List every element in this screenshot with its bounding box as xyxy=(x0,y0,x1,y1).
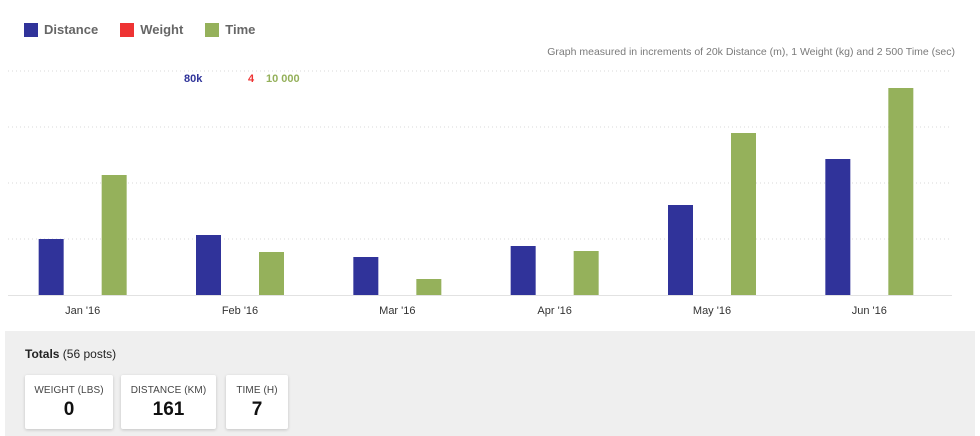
stat-value-distance: 161 xyxy=(152,399,185,420)
stat-card-time: TIME (H) 7 xyxy=(226,375,288,429)
scale-label-time: 10 000 xyxy=(266,73,300,85)
stat-label-distance: DISTANCE (KM) xyxy=(130,385,207,396)
legend-label-weight: Weight xyxy=(140,22,184,37)
chart-legend: Distance Weight Time xyxy=(24,22,277,37)
legend-swatch-time xyxy=(205,22,220,37)
bar-time-5[interactable] xyxy=(888,88,914,295)
bar-distance-4[interactable] xyxy=(668,205,693,295)
legend-label-time: Time xyxy=(225,22,256,37)
x-tick-label: May '16 xyxy=(693,305,731,317)
stat-card-distance: DISTANCE (KM) 161 xyxy=(121,375,216,429)
x-tick-label: Mar '16 xyxy=(379,305,415,317)
totals-heading: Totals (56 posts) xyxy=(25,347,116,361)
legend-item-distance[interactable]: Distance xyxy=(24,22,98,37)
legend-swatch-distance xyxy=(24,22,38,37)
x-tick-label: Apr '16 xyxy=(537,305,572,317)
legend-item-time[interactable]: Time xyxy=(205,22,255,37)
totals-panel: Totals (56 posts) WEIGHT (LBS) 0 DISTANC… xyxy=(5,331,975,436)
bar-time-4[interactable] xyxy=(731,133,756,295)
bar-time-1[interactable] xyxy=(259,252,284,295)
chart-gridlines xyxy=(8,70,952,296)
stat-label-time: TIME (H) xyxy=(236,385,278,396)
stat-value-weight: 0 xyxy=(63,399,75,420)
bar-chart-plot: Jan '16 Feb '16 Mar '16 Apr '16 May '16 Jun '… xyxy=(8,70,952,317)
x-tick-label: Jun '16 xyxy=(852,305,887,317)
legend-swatch-weight xyxy=(120,22,135,37)
scale-label-weight: 4 xyxy=(248,73,255,85)
bar-time-3[interactable] xyxy=(573,251,599,295)
bar-distance-2[interactable] xyxy=(353,257,379,295)
legend-item-weight[interactable]: Weight xyxy=(120,22,183,37)
x-tick-label: Feb '16 xyxy=(222,305,258,317)
stat-label-weight: WEIGHT (LBS) xyxy=(34,385,104,396)
legend-label-distance: Distance xyxy=(44,22,99,37)
stat-card-weight: WEIGHT (LBS) 0 xyxy=(25,375,113,429)
bar-distance-5[interactable] xyxy=(825,159,851,295)
chart-increment-note: Graph measured in increments of 20k Dist… xyxy=(547,46,955,58)
stat-value-time: 7 xyxy=(251,399,263,420)
bar-time-0[interactable] xyxy=(101,175,127,295)
chart-x-axis: Jan '16 Feb '16 Mar '16 Apr '16 May '16 Jun '… xyxy=(65,305,887,317)
bar-distance-3[interactable] xyxy=(510,246,536,295)
scale-label-distance: 80k xyxy=(184,73,203,85)
bar-distance-1[interactable] xyxy=(196,235,221,295)
x-tick-label: Jan '16 xyxy=(65,305,100,317)
chart-bars xyxy=(38,88,914,295)
bar-time-2[interactable] xyxy=(416,279,442,295)
totals-title: Totals xyxy=(25,347,60,361)
bar-distance-0[interactable] xyxy=(38,239,64,295)
totals-post-count: (56 posts) xyxy=(62,347,117,361)
